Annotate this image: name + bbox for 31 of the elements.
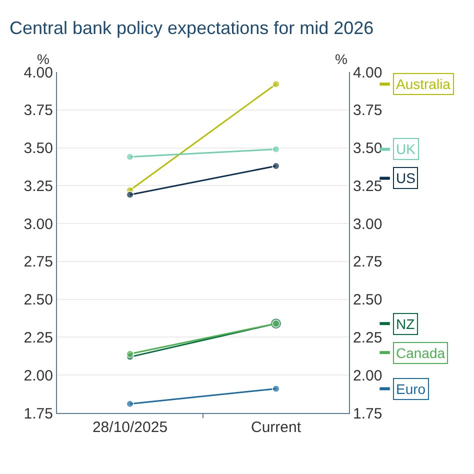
legend-label: Euro	[396, 381, 426, 397]
y-tick-label: 2.00	[24, 367, 53, 384]
chart-title: Central bank policy expectations for mid 2026	[9, 18, 374, 38]
y2-tick-label: 4.00	[353, 64, 382, 82]
legend-label: US	[396, 170, 416, 186]
y-tick-label: 2.50	[24, 292, 53, 309]
y2-tick-label: 2.75	[353, 254, 382, 271]
y-tick-label: 3.25	[24, 178, 53, 195]
y-tick-label: 3.00	[24, 216, 53, 233]
legend-label: UK	[396, 141, 416, 157]
y2-tick-label: 3.75	[353, 102, 382, 120]
y2-tick-label: 3.50	[353, 140, 382, 158]
x-tick-label: 28/10/2025	[92, 419, 168, 436]
y2-tick-label: 3.25	[353, 178, 382, 195]
legend-label: Australia	[396, 76, 451, 92]
y-tick-label: 4.00	[24, 64, 53, 82]
y-tick-label: 1.75	[24, 405, 53, 422]
y2-tick-label: 2.50	[353, 292, 382, 309]
legend-label: Canada	[396, 345, 446, 361]
y-tick-label: 3.50	[24, 140, 53, 158]
y-axis-title: %	[37, 51, 50, 67]
y2-axis-title: %	[335, 51, 348, 67]
y-tick-label: 3.75	[24, 102, 53, 120]
legend-label: NZ	[396, 316, 416, 332]
y2-tick-label: 2.00	[353, 367, 382, 384]
y2-tick-label: 2.25	[353, 329, 382, 346]
y2-tick-label: 1.75	[353, 405, 382, 422]
y-tick-label: 2.75	[24, 254, 53, 271]
y2-tick-label: 3.00	[353, 216, 382, 233]
y-tick-label: 2.25	[24, 329, 53, 346]
x-tick-label: Current	[250, 419, 302, 436]
